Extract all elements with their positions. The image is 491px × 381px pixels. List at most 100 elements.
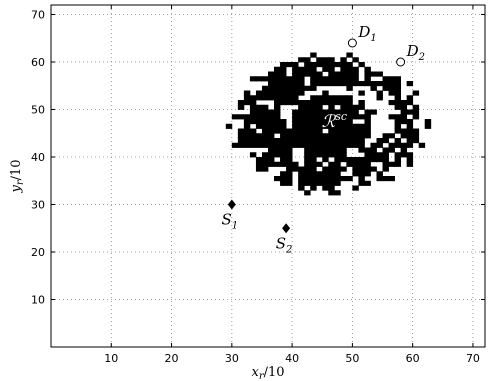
region-cell — [310, 157, 317, 163]
region-cell — [255, 138, 263, 144]
region-cell — [280, 147, 287, 153]
region-cell — [261, 114, 269, 120]
region-cell — [388, 114, 395, 120]
region-cell — [322, 185, 329, 191]
region-cell — [364, 66, 371, 72]
x-tick-label: 20 — [165, 352, 179, 365]
region-cell — [364, 71, 371, 77]
region-cell — [346, 119, 353, 125]
region-cell — [364, 180, 371, 186]
region-cell — [304, 114, 311, 120]
region-cell — [274, 90, 281, 96]
region-cell — [292, 71, 299, 77]
region-cell — [280, 81, 287, 87]
region-cell — [382, 133, 389, 139]
region-cell — [322, 81, 329, 87]
region-cell — [394, 76, 402, 82]
region-cell — [400, 114, 408, 120]
region-cell — [249, 138, 257, 144]
region-cell — [292, 128, 299, 134]
region-cell — [322, 180, 329, 186]
region-cell — [298, 85, 305, 91]
region-cell — [280, 128, 287, 134]
region-cell — [268, 95, 275, 101]
region-cell — [298, 104, 305, 110]
region-cell — [310, 142, 317, 148]
region-cell — [412, 114, 420, 120]
region-cell — [280, 123, 287, 129]
region-cell — [352, 171, 359, 177]
region-cell — [255, 109, 263, 115]
region-cell — [268, 109, 275, 115]
region-cell — [394, 161, 402, 167]
region-label: ℛsc — [322, 110, 347, 132]
region-cell — [261, 109, 269, 115]
region-cell — [322, 152, 329, 158]
region-cell — [322, 166, 329, 172]
region-cell — [400, 119, 408, 125]
points: S1 S2 D1 D2 — [222, 23, 426, 255]
region-cell — [340, 147, 347, 153]
y-tick-label: 10 — [31, 294, 45, 307]
region-cell — [322, 66, 329, 72]
region-cell — [394, 100, 402, 106]
region-cell — [376, 142, 383, 148]
region-cell — [298, 180, 305, 186]
region-cell — [340, 109, 347, 115]
region-cell — [286, 176, 293, 182]
region-cell — [328, 119, 335, 125]
region-cell — [334, 109, 341, 115]
region-cell — [310, 109, 317, 115]
region-cell — [304, 123, 311, 129]
point-label-S1: S1 — [222, 211, 239, 232]
region-cell — [328, 95, 335, 101]
region-cell — [370, 166, 377, 172]
region-cell — [406, 152, 414, 158]
region-cell — [304, 71, 311, 77]
region-cell — [400, 147, 408, 153]
region-cell — [249, 128, 257, 134]
region-cell — [310, 185, 317, 191]
region-cell — [268, 138, 275, 144]
region-cell — [334, 76, 341, 82]
region-cell — [261, 104, 269, 110]
region-cell — [388, 90, 395, 96]
region-cell — [328, 109, 335, 115]
region-cell — [292, 95, 299, 101]
region-cell — [304, 66, 311, 72]
region-cell — [310, 119, 317, 125]
reachable-region — [225, 52, 432, 196]
region-cell — [310, 133, 317, 139]
point-label-D2: D2 — [406, 42, 425, 63]
region-cell — [358, 147, 365, 153]
region-cell — [352, 142, 359, 148]
region-cell — [364, 119, 371, 125]
region-cell — [274, 152, 281, 158]
region-cell — [310, 104, 317, 110]
region-cell — [298, 176, 305, 182]
region-cell — [255, 104, 263, 110]
region-cell — [268, 161, 275, 167]
region-cell — [340, 81, 347, 87]
region-cell — [376, 152, 383, 158]
region-cell — [310, 152, 317, 158]
region-cell — [352, 166, 359, 172]
region-cell — [358, 157, 365, 163]
region-cell — [268, 114, 275, 120]
region-cell — [249, 114, 257, 120]
region-cell — [298, 90, 305, 96]
region-cell — [364, 157, 371, 163]
region-cell — [334, 123, 341, 129]
region-cell — [286, 180, 293, 186]
region-cell — [346, 95, 353, 101]
region-cell — [310, 71, 317, 77]
region-cell — [346, 66, 353, 72]
region-cell — [364, 171, 371, 177]
region-cell — [310, 138, 317, 144]
region-cell — [334, 142, 341, 148]
region-cell — [322, 100, 329, 106]
region-cell — [304, 128, 311, 134]
x-tick-label: 40 — [285, 352, 299, 365]
region-cell — [406, 161, 414, 167]
region-cell — [292, 76, 299, 82]
